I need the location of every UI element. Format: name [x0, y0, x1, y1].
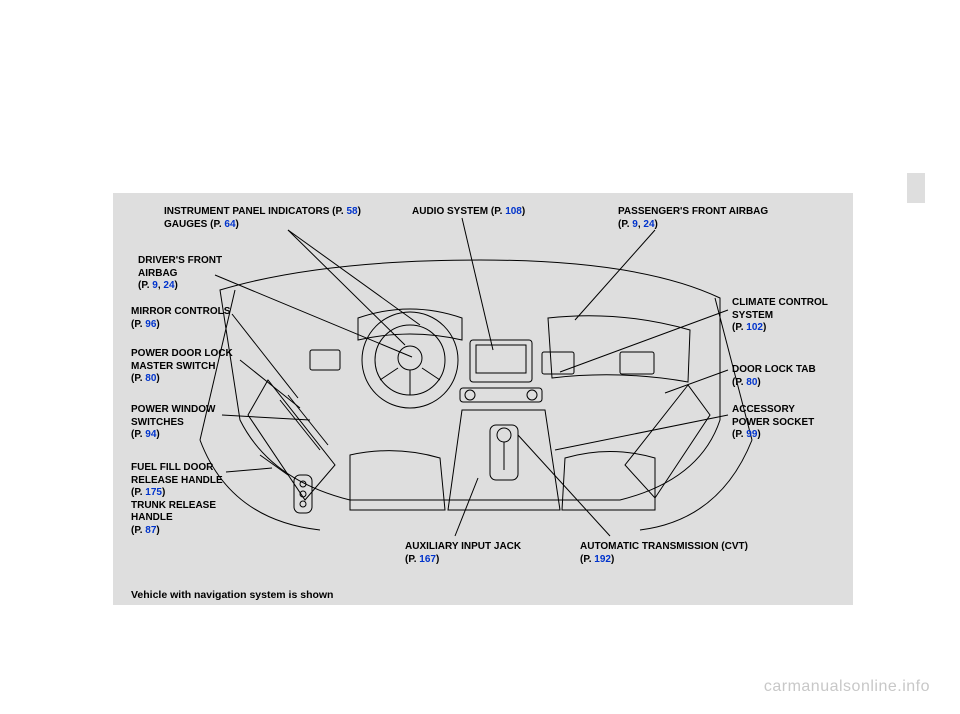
page-open: (P.	[131, 373, 145, 384]
label-text: AIRBAG	[138, 268, 177, 279]
label-text: POWER SOCKET	[732, 417, 814, 428]
label-text: DOOR LOCK TAB	[732, 364, 816, 375]
page-link[interactable]: 80	[145, 373, 156, 384]
page-open: (P.	[138, 280, 152, 291]
label-text: ACCESSORY	[732, 404, 795, 415]
page-link[interactable]: 58	[346, 206, 357, 217]
page-link[interactable]: 64	[224, 219, 235, 230]
page: INSTRUMENT PANEL INDICATORS (P. 58) GAUG…	[0, 0, 960, 714]
page-close: )	[358, 206, 361, 217]
page-link[interactable]: 94	[145, 429, 156, 440]
page-link[interactable]: 80	[746, 377, 757, 388]
label-instrument-panel-indicators: INSTRUMENT PANEL INDICATORS (P. 58) GAUG…	[164, 206, 361, 231]
page-open: (P.	[732, 322, 746, 333]
watermark: carmanualsonline.info	[764, 678, 930, 696]
label-text: HANDLE	[131, 512, 173, 523]
label-text: GAUGES	[164, 219, 207, 230]
page-link[interactable]: 175	[145, 487, 162, 498]
label-text: PASSENGER'S FRONT AIRBAG	[618, 206, 768, 217]
label-text: AUTOMATIC TRANSMISSION (CVT)	[580, 541, 748, 552]
label-text: CLIMATE CONTROL	[732, 297, 828, 308]
page-link[interactable]: 87	[145, 525, 156, 536]
label-power-window-switches: POWER WINDOW SWITCHES (P. 94)	[131, 404, 215, 442]
page-close: )	[156, 319, 159, 330]
page-open: (P.	[131, 429, 145, 440]
label-text: AUDIO SYSTEM	[412, 206, 488, 217]
page-link[interactable]: 192	[594, 554, 611, 565]
page-close: )	[522, 206, 525, 217]
page-link[interactable]: 9	[152, 280, 158, 291]
page-close: )	[156, 525, 159, 536]
page-close: )	[757, 429, 760, 440]
page-close: )	[655, 219, 658, 230]
label-audio-system: AUDIO SYSTEM (P. 108)	[412, 206, 525, 219]
label-auxiliary-input-jack: AUXILIARY INPUT JACK (P. 167)	[405, 541, 521, 566]
page-open: (P.	[131, 487, 145, 498]
page-close: )	[236, 219, 239, 230]
label-power-door-lock-master-switch: POWER DOOR LOCK MASTER SWITCH (P. 80)	[131, 348, 233, 386]
label-accessory-power-socket: ACCESSORY POWER SOCKET (P. 99)	[732, 404, 814, 442]
page-link[interactable]: 99	[746, 429, 757, 440]
page-link[interactable]: 96	[145, 319, 156, 330]
page-link[interactable]: 24	[163, 280, 174, 291]
page-close: )	[156, 373, 159, 384]
page-open: (P.	[580, 554, 594, 565]
page-link[interactable]: 108	[505, 206, 522, 217]
label-text: RELEASE HANDLE	[131, 475, 223, 486]
page-open: (P.	[131, 525, 145, 536]
label-climate-control-system: CLIMATE CONTROL SYSTEM (P. 102)	[732, 297, 828, 335]
figure-caption: Vehicle with navigation system is shown	[131, 589, 333, 601]
label-text: FUEL FILL DOOR	[131, 462, 213, 473]
page-link[interactable]: 24	[643, 219, 654, 230]
label-passenger-front-airbag: PASSENGER'S FRONT AIRBAG (P. 9, 24)	[618, 206, 768, 231]
page-close: )	[611, 554, 614, 565]
page-link[interactable]: 167	[419, 554, 436, 565]
label-mirror-controls: MIRROR CONTROLS (P. 96)	[131, 306, 230, 331]
page-close: )	[757, 377, 760, 388]
page-close: )	[175, 280, 178, 291]
label-fuel-fill-trunk-release: FUEL FILL DOOR RELEASE HANDLE (P. 175) T…	[131, 462, 223, 537]
label-text: POWER DOOR LOCK	[131, 348, 233, 359]
page-open: (P.	[491, 206, 505, 217]
label-text: MIRROR CONTROLS	[131, 306, 230, 317]
page-open: (P.	[210, 219, 224, 230]
label-text: TRUNK RELEASE	[131, 500, 216, 511]
label-driver-front-airbag: DRIVER'S FRONT AIRBAG (P. 9, 24)	[138, 255, 222, 293]
page-open: (P.	[332, 206, 346, 217]
label-automatic-transmission: AUTOMATIC TRANSMISSION (CVT) (P. 192)	[580, 541, 748, 566]
label-text: POWER WINDOW	[131, 404, 215, 415]
page-open: (P.	[732, 377, 746, 388]
label-text: DRIVER'S FRONT	[138, 255, 222, 266]
page-close: )	[156, 429, 159, 440]
page-link[interactable]: 9	[632, 219, 638, 230]
page-close: )	[436, 554, 439, 565]
label-text: MASTER SWITCH	[131, 361, 215, 372]
page-close: )	[763, 322, 766, 333]
label-text: INSTRUMENT PANEL INDICATORS	[164, 206, 329, 217]
page-open: (P.	[732, 429, 746, 440]
label-text: SWITCHES	[131, 417, 184, 428]
page-open: (P.	[405, 554, 419, 565]
page-close: )	[162, 487, 165, 498]
label-text: AUXILIARY INPUT JACK	[405, 541, 521, 552]
page-link[interactable]: 102	[746, 322, 763, 333]
label-door-lock-tab: DOOR LOCK TAB (P. 80)	[732, 364, 816, 389]
label-text: SYSTEM	[732, 310, 773, 321]
page-open: (P.	[131, 319, 145, 330]
page-open: (P.	[618, 219, 632, 230]
